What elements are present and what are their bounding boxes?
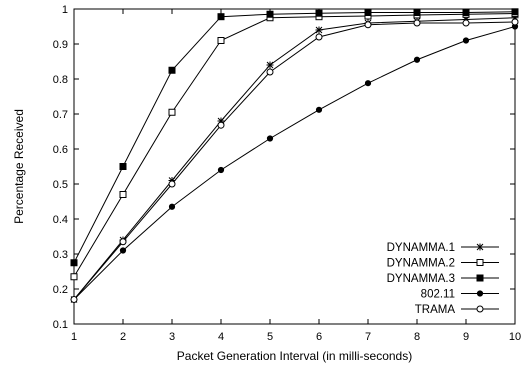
x-tick-label: 4 xyxy=(218,331,224,343)
data-point xyxy=(168,180,176,188)
legend-label: DYNAMMA.2 xyxy=(387,258,455,270)
data-point xyxy=(413,56,421,63)
data-point xyxy=(217,117,225,125)
x-tick-label: 10 xyxy=(509,331,521,343)
data-point xyxy=(364,80,372,87)
data-point xyxy=(168,66,176,74)
series-dynamma-2 xyxy=(70,10,519,281)
data-point xyxy=(70,259,78,267)
legend-label: DYNAMMA.3 xyxy=(387,273,455,285)
legend: DYNAMMA.1 DYNAMMA.2 DYNAMMA.3 802.11 TRAMA xyxy=(387,242,499,316)
data-point xyxy=(364,9,372,16)
data-point xyxy=(168,203,176,210)
data-point xyxy=(168,108,176,116)
y-tick-label: 0.1 xyxy=(53,319,68,331)
plot-frame xyxy=(73,8,516,325)
data-point xyxy=(70,296,78,303)
data-point xyxy=(119,238,127,246)
y-tick-label: 0.9 xyxy=(53,39,68,51)
data-point xyxy=(266,61,274,69)
y-tick-label: 0.6 xyxy=(53,144,68,156)
data-point xyxy=(511,18,519,26)
x-axis-title: Packet Generation Interval (in milli-sec… xyxy=(177,349,412,363)
legend-label: DYNAMMA.1 xyxy=(387,242,455,254)
data-point xyxy=(413,9,421,16)
data-point xyxy=(315,26,323,34)
series-line xyxy=(73,13,516,278)
y-tick-label: 0.8 xyxy=(53,74,68,86)
data-point xyxy=(413,19,421,27)
data-point xyxy=(119,247,127,254)
y-axis-title: Percentage Received xyxy=(12,109,26,224)
data-point xyxy=(217,121,225,129)
data-point xyxy=(70,273,78,281)
data-point xyxy=(462,37,470,44)
data-point xyxy=(315,9,323,17)
y-tick-label: 0.5 xyxy=(53,179,68,191)
x-tick-label: 7 xyxy=(365,331,371,343)
y-tick-label: 0.2 xyxy=(53,284,68,296)
data-point xyxy=(511,8,519,16)
data-point xyxy=(266,10,274,18)
x-tick-label: 9 xyxy=(463,331,469,343)
data-point xyxy=(266,68,274,76)
x-tick-label: 2 xyxy=(120,331,126,343)
x-tick-label: 5 xyxy=(267,331,273,343)
series-dynamma-3 xyxy=(70,8,519,267)
series-line xyxy=(73,11,516,263)
series-line xyxy=(73,26,516,300)
data-point xyxy=(511,14,519,22)
y-tick-label: 0.7 xyxy=(53,109,68,121)
data-point xyxy=(476,305,484,313)
data-point xyxy=(217,166,225,174)
y-tick-label: 0.3 xyxy=(53,249,68,261)
legend-label: TRAMA xyxy=(415,304,456,316)
data-point xyxy=(315,33,323,41)
legend-label: 802.11 xyxy=(421,289,455,301)
data-point xyxy=(476,274,484,282)
data-point xyxy=(476,259,484,266)
y-tick-label: 1 xyxy=(62,4,68,16)
data-point xyxy=(266,135,274,142)
data-point xyxy=(315,106,323,113)
data-point xyxy=(119,191,127,198)
data-point xyxy=(476,243,484,251)
x-tick-label: 1 xyxy=(71,331,77,343)
x-tick-label: 8 xyxy=(414,331,420,343)
series-line xyxy=(73,17,516,300)
data-point xyxy=(462,9,470,16)
data-point xyxy=(217,37,225,44)
data-point xyxy=(217,13,225,21)
series-line xyxy=(73,21,516,300)
series-802-11 xyxy=(70,23,519,303)
data-point xyxy=(364,21,372,29)
data-point xyxy=(476,290,484,297)
x-tick-label: 6 xyxy=(316,331,322,343)
data-point xyxy=(119,163,127,170)
x-tick-label: 3 xyxy=(169,331,175,343)
data-point xyxy=(462,19,470,27)
y-tick-label: 0.4 xyxy=(53,214,68,226)
series-trama xyxy=(70,18,519,303)
series-group xyxy=(70,8,519,303)
